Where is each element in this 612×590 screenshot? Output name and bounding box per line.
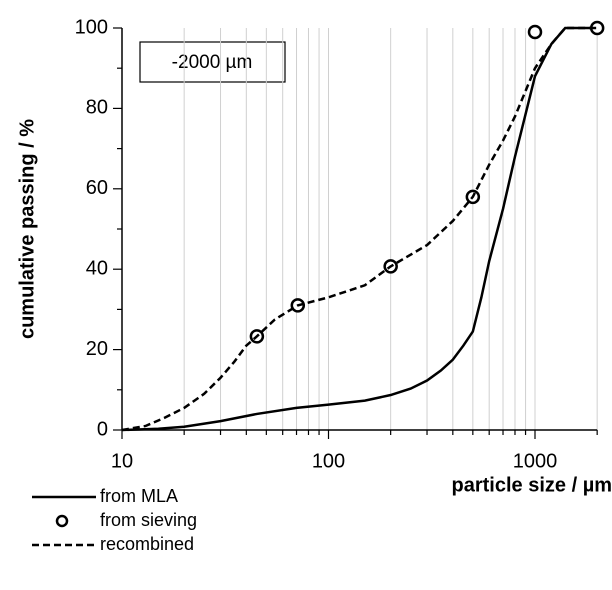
legend-label: recombined [100, 534, 194, 554]
x-tick-label: 10 [111, 450, 133, 472]
legend-label: from sieving [100, 510, 197, 530]
legend-label: from MLA [100, 486, 178, 506]
line [121, 26, 598, 432]
y-tick-label: 0 [97, 418, 108, 440]
y-axis-label: cumulative passing / % [16, 119, 38, 339]
y-tick-label: 80 [86, 97, 108, 119]
y-tick-label: 100 [75, 16, 108, 38]
y-tick-label: 20 [86, 338, 108, 360]
x-tick-label: 100 [312, 450, 345, 472]
x-axis-label: particle size / µm [452, 474, 612, 496]
annotation-box [139, 41, 286, 83]
legend-marker [55, 514, 69, 528]
x-tick-label: 1000 [513, 450, 558, 472]
annotation: -2000 µm [172, 52, 253, 73]
line [121, 26, 598, 432]
y-tick-label: 60 [86, 177, 108, 199]
marker [527, 24, 543, 40]
y-tick-label: 40 [86, 257, 108, 279]
